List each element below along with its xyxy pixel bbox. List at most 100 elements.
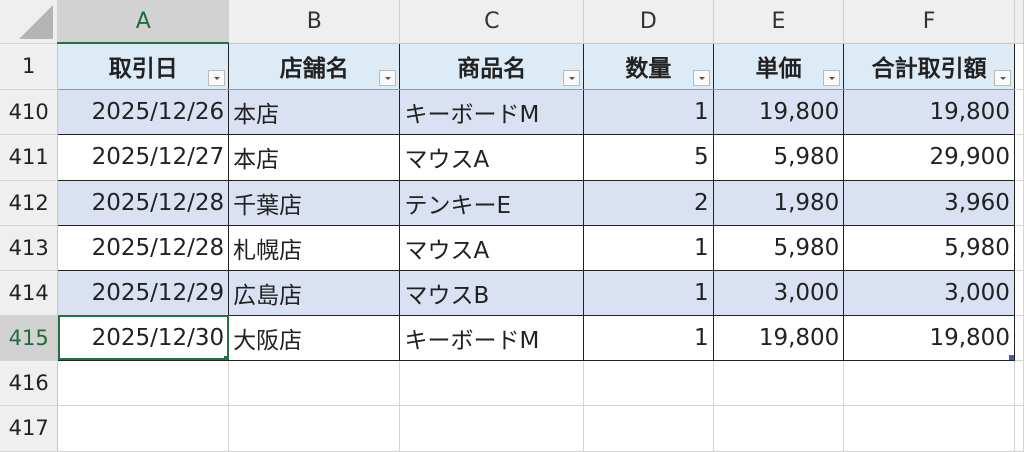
table-row: 413 2025/12/28 札幌店 マウスA 1 5,980 5,980 [0,225,1024,271]
table-header-cell[interactable]: 単価 [713,43,845,90]
row-header[interactable]: 410 [0,89,59,135]
table-cell[interactable]: 2025/12/28 [57,225,230,271]
table-cell[interactable]: 広島店 [228,270,401,316]
table-cell[interactable]: 1 [583,315,714,361]
empty-cell[interactable] [1014,405,1024,452]
table-cell[interactable]: 29,900 [843,134,1015,181]
table-header-cell[interactable]: 合計取引額 [843,43,1015,90]
empty-cell[interactable] [1014,43,1024,90]
column-header-d[interactable]: D [583,0,714,44]
table-cell[interactable]: 1 [583,270,714,316]
row-header[interactable]: 414 [0,270,59,316]
table-cell[interactable]: マウスA [399,225,585,271]
empty-cell[interactable] [228,360,401,406]
filter-dropdown-button[interactable] [563,69,581,86]
row-header[interactable]: 412 [0,180,59,226]
table-cell[interactable]: 3,000 [843,270,1015,316]
table-resize-handle[interactable] [1008,354,1014,359]
table-cell[interactable]: 2025/12/27 [57,134,230,181]
select-all-triangle-icon [19,4,54,39]
table-cell[interactable]: 3,960 [843,180,1015,226]
filter-dropdown-button[interactable] [692,69,710,86]
row-header[interactable]: 417 [0,405,59,452]
empty-cell[interactable] [399,360,585,406]
empty-cell[interactable] [1014,89,1024,135]
table-cell[interactable]: 2025/12/28 [57,180,230,226]
table-cell[interactable]: 1 [583,89,714,135]
header-label: 数量 [625,56,672,82]
empty-cell[interactable] [713,360,845,406]
table-cell[interactable]: 19,800 [843,89,1015,135]
table-cell[interactable]: 5,980 [713,134,845,181]
table-cell[interactable]: キーボードM [399,315,585,361]
empty-cell[interactable] [583,360,714,406]
table-cell[interactable]: 札幌店 [228,225,401,271]
empty-cell[interactable] [1014,360,1024,406]
table-cell[interactable]: 19,800 [713,315,845,361]
empty-cell[interactable] [843,405,1015,452]
table-cell[interactable]: マウスB [399,270,585,316]
empty-cell[interactable] [1014,134,1024,181]
header-label: 店舗名 [279,56,349,82]
table-cell[interactable]: 本店 [228,89,401,135]
row-header[interactable]: 415 [0,315,59,361]
table-row: 412 2025/12/28 千葉店 テンキーE 2 1,980 3,960 [0,180,1024,226]
table-cell[interactable]: 千葉店 [228,180,401,226]
row-header[interactable]: 413 [0,225,59,271]
table-row: 410 2025/12/26 本店 キーボードM 1 19,800 19,800 [0,89,1024,135]
table-cell[interactable]: テンキーE [399,180,585,226]
row-header[interactable]: 411 [0,134,59,181]
filter-dropdown-button[interactable] [823,69,841,86]
table-cell[interactable]: 3,000 [713,270,845,316]
filter-dropdown-button[interactable] [208,69,226,86]
table-cell[interactable]: 5,980 [843,225,1015,271]
empty-cell[interactable] [1014,180,1024,226]
column-header-e[interactable]: E [713,0,845,44]
table-cell[interactable]: 2025/12/26 [57,89,230,135]
table-cell[interactable]: 19,800 [843,315,1015,361]
table-cell[interactable]: 5 [583,134,714,181]
column-header-a[interactable]: A [57,0,230,44]
empty-cell[interactable] [583,405,714,452]
active-cell[interactable]: 2025/12/30 [57,315,230,361]
column-header-b[interactable]: B [228,0,401,44]
empty-cell[interactable] [228,405,401,452]
table-cell[interactable]: 2 [583,180,714,226]
table-cell[interactable]: 大阪店 [228,315,401,361]
empty-cell[interactable] [843,360,1015,406]
empty-cell[interactable] [1014,225,1024,271]
table-cell[interactable]: 2025/12/29 [57,270,230,316]
table-cell[interactable]: 19,800 [713,89,845,135]
header-label: 商品名 [457,56,527,82]
empty-cell[interactable] [399,405,585,452]
row-header[interactable]: 416 [0,360,59,406]
table-cell[interactable]: 1,980 [713,180,845,226]
empty-cell[interactable] [57,405,230,452]
table-row: 414 2025/12/29 広島店 マウスB 1 3,000 3,000 [0,270,1024,316]
table-header-cell[interactable]: 数量 [583,43,714,90]
table-header-cell[interactable]: 取引日 [57,43,230,90]
empty-cell[interactable] [713,405,845,452]
column-header-c[interactable]: C [399,0,585,44]
fill-handle[interactable] [224,355,228,359]
header-label: 単価 [755,56,802,82]
filter-dropdown-button[interactable] [379,69,397,86]
table-cell[interactable]: 5,980 [713,225,845,271]
empty-cell[interactable] [57,360,230,406]
empty-row: 416 [0,360,1024,406]
column-header-next[interactable] [1014,0,1024,44]
table-cell[interactable]: 本店 [228,134,401,181]
table-cell[interactable]: 1 [583,225,714,271]
column-header-f[interactable]: F [843,0,1015,44]
table-row: 415 2025/12/30 大阪店 キーボードM 1 19,800 19,800 [0,315,1024,361]
select-all-button[interactable] [0,0,59,44]
table-cell[interactable]: キーボードM [399,89,585,135]
table-header-cell[interactable]: 店舗名 [228,43,401,90]
row-header[interactable]: 1 [0,43,59,90]
empty-cell[interactable] [1014,270,1024,316]
table-cell[interactable]: マウスA [399,134,585,181]
empty-cell[interactable] [1014,315,1024,361]
filter-dropdown-button[interactable] [993,69,1011,86]
table-header-cell[interactable]: 商品名 [399,43,585,90]
